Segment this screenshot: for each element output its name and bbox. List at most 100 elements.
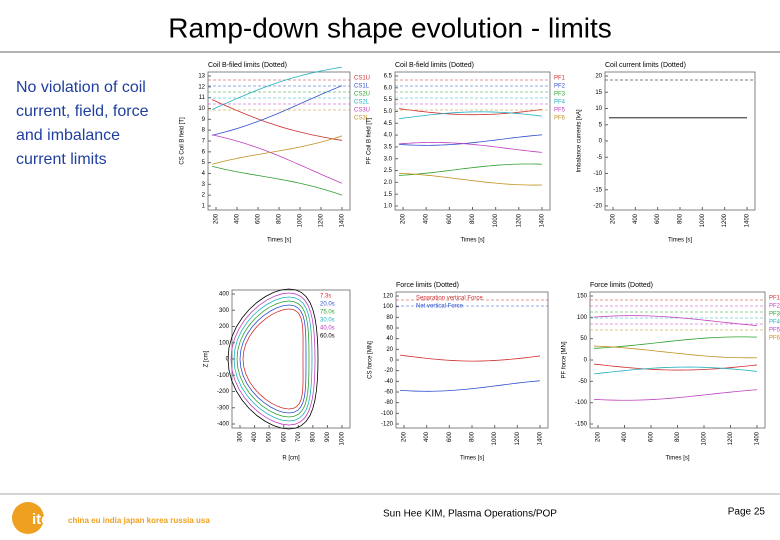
y-tick-label: 80 bbox=[386, 315, 393, 321]
y-tick-label: 0 bbox=[599, 139, 603, 145]
y-tick-label: 3.5 bbox=[384, 144, 393, 150]
y-tick-label: 3 bbox=[202, 182, 206, 188]
x-tick-label: 500 bbox=[267, 431, 273, 442]
y-tick-label: 1.5 bbox=[384, 192, 393, 198]
curve bbox=[398, 134, 543, 146]
bullet-line: No violation of coil bbox=[16, 79, 146, 96]
y-axis-label: Imbalance currents [kA] bbox=[577, 109, 583, 172]
curve bbox=[227, 288, 319, 430]
bullet-line: current limits bbox=[16, 151, 107, 168]
x-tick-label: 1400 bbox=[755, 431, 761, 445]
logo-mark bbox=[12, 502, 44, 534]
y-tick-label: 15 bbox=[595, 90, 602, 96]
legend-entry: PF5 bbox=[769, 328, 780, 334]
y-tick-label: 13 bbox=[198, 74, 205, 80]
x-tick-label: 600 bbox=[447, 431, 453, 442]
legend-entry: CS2L bbox=[354, 100, 370, 106]
y-tick-label: 20 bbox=[595, 74, 602, 80]
x-tick-label: 600 bbox=[256, 213, 262, 224]
y-tick-label: 20 bbox=[386, 347, 393, 353]
y-tick-label: 6 bbox=[202, 149, 206, 155]
plot-title: Coil B-filed limits (Dotted) bbox=[208, 62, 287, 69]
author: Sun Hee KIM, Plasma Operations/POP bbox=[383, 509, 557, 520]
y-tick-label: -100 bbox=[381, 411, 394, 417]
x-tick-label: 1200 bbox=[515, 431, 521, 445]
curve bbox=[236, 300, 310, 418]
legend-entry: PF3 bbox=[769, 312, 780, 318]
y-tick-label: 100 bbox=[577, 315, 588, 321]
legend-entry: CS1U bbox=[354, 76, 370, 82]
legend-entry: PF4 bbox=[769, 320, 780, 326]
y-tick-label: -100 bbox=[575, 400, 588, 406]
y-tick-label: -40 bbox=[384, 379, 393, 385]
legend-entry: 30.0s bbox=[320, 318, 335, 324]
x-tick-label: 400 bbox=[424, 431, 430, 442]
y-tick-label: 5.5 bbox=[384, 97, 393, 103]
plot-frame bbox=[231, 289, 351, 429]
y-tick-label: 1 bbox=[202, 204, 206, 210]
y-tick-label: 0 bbox=[390, 358, 394, 364]
plot-title: Coil current limits (Dotted) bbox=[605, 62, 686, 69]
y-tick-label: -150 bbox=[575, 422, 588, 428]
members: china eu india japan korea russia usa bbox=[68, 516, 210, 525]
legend-entry: PF6 bbox=[769, 336, 780, 342]
x-tick-label: 600 bbox=[281, 431, 287, 442]
curve bbox=[593, 315, 758, 326]
y-tick-label: -50 bbox=[578, 379, 587, 385]
curve bbox=[593, 363, 758, 371]
x-tick-label: 800 bbox=[470, 213, 476, 224]
x-tick-label: 800 bbox=[675, 431, 681, 442]
legend-entry: PF2 bbox=[769, 304, 780, 310]
x-tick-label: 400 bbox=[633, 213, 639, 224]
x-tick-label: 200 bbox=[596, 431, 602, 442]
curve bbox=[593, 366, 758, 375]
x-tick-label: 1000 bbox=[702, 431, 708, 445]
y-tick-label: 6.0 bbox=[384, 85, 393, 91]
x-tick-label: 400 bbox=[235, 213, 241, 224]
y-tick-label: -200 bbox=[217, 389, 230, 395]
curve bbox=[211, 165, 343, 196]
x-tick-label: 900 bbox=[325, 431, 331, 442]
legend-entry: PF2 bbox=[554, 84, 566, 90]
x-axis-label: Times [s] bbox=[267, 238, 291, 244]
x-tick-label: 200 bbox=[611, 213, 617, 224]
y-tick-label: 10 bbox=[198, 106, 205, 112]
curve bbox=[211, 85, 343, 136]
y-axis-label: PF Coil B field [T] bbox=[367, 117, 373, 164]
x-tick-label: 700 bbox=[296, 431, 302, 442]
curve bbox=[230, 292, 316, 426]
x-tick-label: 200 bbox=[401, 213, 407, 224]
y-tick-label: 4 bbox=[202, 171, 206, 177]
y-tick-label: -80 bbox=[384, 400, 393, 406]
title: Ramp-down shape evolution - limits bbox=[168, 12, 612, 43]
y-tick-label: 1.0 bbox=[384, 204, 393, 210]
curve bbox=[239, 304, 307, 414]
x-tick-label: 600 bbox=[447, 213, 453, 224]
y-tick-label: 6.5 bbox=[384, 74, 393, 80]
x-tick-label: 800 bbox=[310, 431, 316, 442]
y-tick-label: 4.5 bbox=[384, 121, 393, 127]
y-tick-label: 2 bbox=[202, 193, 206, 199]
plot-title: Force limits (Dotted) bbox=[590, 282, 653, 289]
y-tick-label: -10 bbox=[593, 171, 602, 177]
y-tick-label: 150 bbox=[577, 294, 588, 300]
curve bbox=[233, 296, 313, 422]
legend-entry: PF3 bbox=[554, 92, 566, 98]
legend-entry: CS3L bbox=[354, 116, 370, 122]
legend-entry: PF6 bbox=[554, 116, 566, 122]
x-tick-label: 1200 bbox=[516, 213, 522, 227]
y-tick-label: 12 bbox=[198, 84, 205, 90]
x-tick-label: 1400 bbox=[340, 213, 346, 227]
legend-entry: 20.0s bbox=[320, 302, 335, 308]
plot-frame bbox=[394, 71, 551, 211]
y-tick-label: 0 bbox=[584, 358, 588, 364]
y-tick-label: 60 bbox=[386, 326, 393, 332]
x-tick-label: 1200 bbox=[728, 431, 734, 445]
y-tick-label: 4.0 bbox=[384, 133, 393, 139]
plot-frame bbox=[589, 291, 766, 429]
legend-entry: 60.0s bbox=[320, 334, 335, 340]
curve bbox=[399, 354, 541, 362]
plot-title: Coil B-field limits (Dotted) bbox=[395, 62, 474, 69]
y-tick-label: -120 bbox=[381, 422, 394, 428]
